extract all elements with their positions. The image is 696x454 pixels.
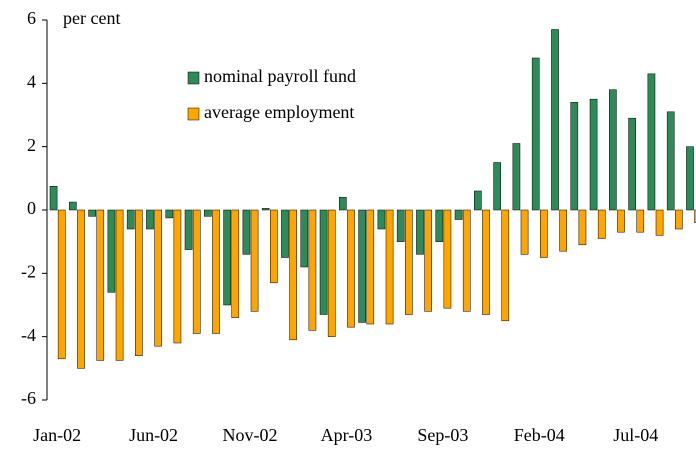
bar: [462, 209, 471, 312]
bar: [647, 73, 656, 211]
bar: [77, 209, 85, 369]
bar: [686, 146, 694, 211]
legend-label: nominal payroll fund: [204, 66, 356, 86]
bar: [366, 209, 375, 325]
bar: [540, 209, 548, 258]
bar: [96, 209, 105, 361]
bar: [115, 209, 124, 361]
bar: [242, 209, 251, 255]
bar: [165, 209, 174, 219]
y-tick-label: -4: [21, 325, 36, 345]
bar: [231, 209, 240, 318]
legend-swatch: [187, 107, 200, 121]
bar: [520, 209, 529, 255]
bar: [126, 209, 135, 230]
bar: [358, 209, 366, 323]
bar: [57, 209, 66, 360]
bar: [597, 209, 606, 239]
x-tick-label: Jan-02: [33, 425, 81, 445]
bar: [501, 209, 510, 322]
bar: [212, 209, 220, 334]
bar: [347, 209, 355, 328]
axis-unit: per cent: [63, 8, 120, 28]
bar: [636, 209, 645, 233]
x-tick-label: Sep-03: [417, 425, 468, 445]
x-tick-label: Feb-04: [514, 425, 565, 445]
bar: [135, 209, 143, 356]
bar: [559, 209, 567, 252]
y-tick-label: -2: [21, 261, 36, 281]
bar: [173, 209, 182, 344]
bar: [531, 57, 540, 211]
bar: [474, 190, 482, 211]
bar: [609, 89, 617, 211]
bar: [405, 209, 413, 315]
bar: [482, 209, 490, 315]
bar: [69, 201, 77, 211]
y-tick-label: -6: [21, 388, 36, 408]
bar: [184, 209, 193, 250]
bar: [424, 209, 432, 312]
bar: [300, 209, 309, 268]
bar: [327, 209, 336, 337]
y-tick-label: 2: [27, 135, 36, 155]
bar: [454, 209, 463, 220]
bar: [204, 209, 212, 217]
bar: [666, 111, 675, 211]
bar: [675, 209, 683, 230]
bar: [270, 209, 278, 284]
bar: [416, 209, 424, 255]
legend-label: average employment: [204, 102, 354, 122]
y-tick-label: 0: [27, 198, 36, 218]
bar: [261, 208, 270, 211]
bar: [589, 98, 598, 211]
bar: [396, 209, 405, 242]
bar: [339, 197, 347, 211]
bar: [107, 209, 116, 293]
bar: [694, 209, 696, 223]
bar: [655, 209, 664, 236]
bar: [493, 162, 501, 211]
bar: [512, 143, 521, 211]
bar: [377, 209, 386, 230]
bar: [617, 209, 625, 233]
x-tick-label: Nov-02: [222, 425, 277, 445]
bar: [49, 186, 58, 211]
bar: [319, 209, 328, 315]
bar: [250, 209, 259, 312]
bar: [551, 29, 559, 211]
bar: [385, 209, 394, 325]
bar: [570, 102, 579, 211]
y-tick-label: 4: [27, 71, 36, 91]
bar: [281, 209, 289, 258]
bar: [435, 209, 444, 242]
y-tick-label: 6: [27, 8, 36, 28]
bar: [578, 209, 587, 246]
x-tick-label: Jul-04: [613, 425, 658, 445]
bar: [308, 209, 317, 331]
bar: [443, 209, 452, 309]
bar: [289, 209, 297, 341]
x-tick-label: Jun-02: [129, 425, 178, 445]
bar: [628, 117, 636, 211]
bar: [154, 209, 162, 347]
bar: [192, 209, 201, 334]
x-tick-label: Apr-03: [321, 425, 373, 445]
bar: [223, 209, 231, 306]
bar: [146, 209, 154, 230]
legend-swatch: [187, 71, 200, 85]
bar: [88, 209, 96, 217]
